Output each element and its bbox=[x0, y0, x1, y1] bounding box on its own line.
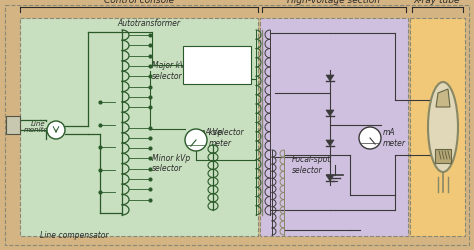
Polygon shape bbox=[326, 75, 334, 81]
Text: mA
meter: mA meter bbox=[383, 128, 406, 148]
Text: Timing circuit
and selector: Timing circuit and selector bbox=[191, 55, 243, 75]
Circle shape bbox=[47, 121, 65, 139]
Bar bbox=[6, 116, 20, 134]
Ellipse shape bbox=[428, 82, 458, 172]
Bar bbox=[410, 18, 465, 236]
Text: Line compensator: Line compensator bbox=[40, 230, 109, 239]
Text: Major kVp
selector: Major kVp selector bbox=[152, 62, 190, 81]
Text: Focal-spot
selector: Focal-spot selector bbox=[292, 155, 331, 175]
Text: Minor kVp
selector: Minor kVp selector bbox=[152, 154, 190, 173]
Polygon shape bbox=[436, 89, 450, 107]
Text: Control console: Control console bbox=[104, 0, 174, 5]
Text: IIC: IIC bbox=[9, 122, 17, 128]
Circle shape bbox=[185, 129, 207, 151]
Polygon shape bbox=[326, 110, 334, 116]
Text: kVp
meter: kVp meter bbox=[209, 128, 232, 148]
Bar bbox=[20, 18, 258, 236]
Text: High-voltage section: High-voltage section bbox=[288, 0, 381, 5]
Text: X-ray tube: X-ray tube bbox=[414, 0, 460, 5]
Text: mA selector: mA selector bbox=[198, 128, 244, 137]
Text: Line
monitor: Line monitor bbox=[24, 120, 52, 134]
Polygon shape bbox=[326, 140, 334, 146]
Bar bbox=[435, 149, 451, 163]
Text: Autotransformer: Autotransformer bbox=[117, 19, 180, 28]
Bar bbox=[260, 18, 408, 236]
Circle shape bbox=[359, 127, 381, 149]
Polygon shape bbox=[326, 175, 334, 181]
Bar bbox=[183, 46, 251, 84]
